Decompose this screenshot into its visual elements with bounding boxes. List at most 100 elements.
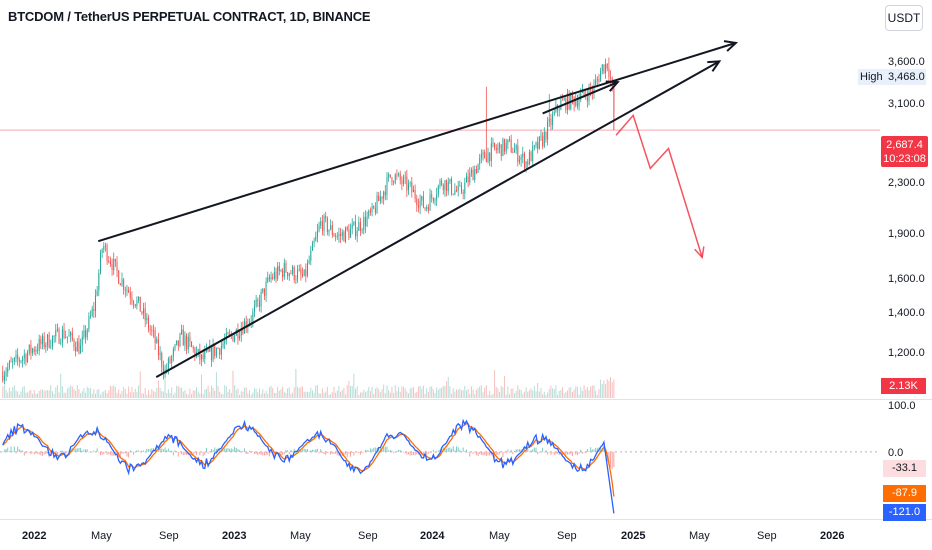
candle	[497, 142, 499, 154]
histogram-bar	[20, 450, 22, 452]
histogram-bar	[469, 451, 471, 457]
candle	[586, 89, 588, 108]
candle-body	[325, 215, 327, 219]
candle	[343, 230, 345, 242]
candle	[63, 322, 65, 340]
candle	[172, 346, 174, 362]
candle	[388, 172, 390, 182]
candle-body	[389, 174, 391, 178]
candle	[361, 227, 363, 234]
candle	[460, 182, 462, 195]
candle-body	[90, 315, 92, 317]
candle-body	[285, 263, 287, 273]
volume-bar	[369, 391, 371, 398]
candle-body	[333, 234, 335, 237]
volume-bar	[152, 391, 154, 398]
volume-bar	[187, 394, 189, 398]
candle-body	[316, 230, 318, 237]
candle-body	[336, 235, 338, 237]
candle-body	[416, 198, 418, 206]
candle	[399, 170, 401, 185]
candle-body	[441, 180, 443, 185]
candle	[104, 242, 106, 252]
candle	[383, 190, 385, 205]
volume-bar	[83, 388, 85, 398]
volume-bar	[325, 391, 327, 398]
candle-body	[220, 345, 222, 355]
histogram-bar	[403, 451, 405, 453]
candle-body	[505, 143, 507, 152]
volume-bar	[452, 388, 454, 398]
candle	[404, 171, 406, 185]
volume-bar	[290, 393, 292, 398]
candle	[336, 232, 338, 240]
price-axis-label: 3,100.0	[888, 98, 925, 110]
candle-body	[563, 98, 565, 100]
candle-body	[550, 118, 552, 126]
candle	[48, 331, 50, 349]
candle-body	[427, 206, 429, 211]
volume-bar	[51, 391, 53, 398]
candle	[475, 165, 477, 175]
candle-body	[421, 196, 423, 201]
volume-bar	[121, 391, 123, 398]
volume-bar	[7, 392, 9, 398]
candle-body	[490, 143, 492, 162]
volume-bar	[50, 385, 52, 398]
candle-body	[394, 174, 396, 183]
histogram-bar	[600, 447, 602, 452]
upper-trendline-arrow-head	[723, 40, 739, 52]
volume-bar	[229, 389, 231, 398]
candle-body	[76, 341, 78, 352]
candle-body	[189, 336, 191, 342]
histogram-bar	[66, 451, 68, 453]
histogram-bar	[596, 447, 598, 452]
candle-body	[111, 264, 113, 271]
histogram-bar	[515, 449, 517, 452]
candle	[128, 286, 130, 293]
histogram-bar	[326, 451, 328, 453]
histogram-bar	[167, 448, 169, 452]
currency-badge[interactable]: USDT	[885, 5, 923, 31]
candle	[258, 294, 260, 312]
candle	[282, 267, 284, 282]
volume-bar	[313, 392, 315, 398]
drawing-tools	[97, 40, 739, 378]
candle	[290, 270, 292, 275]
volume-bar	[593, 385, 595, 398]
candle-body	[290, 273, 292, 275]
candle-body	[187, 336, 189, 350]
projection-arrow-head	[694, 246, 705, 259]
histogram-bar	[361, 451, 363, 453]
candle	[533, 144, 535, 151]
candle-body	[12, 361, 14, 363]
candle-body	[351, 224, 353, 229]
volume-bar	[2, 386, 4, 398]
candle	[3, 370, 5, 385]
volume-bar	[429, 386, 431, 398]
volume-bar	[350, 385, 352, 398]
volume-bar	[474, 393, 476, 398]
candle	[605, 58, 607, 79]
candle	[578, 93, 580, 111]
candle-body	[510, 139, 512, 153]
histogram-bar	[321, 451, 323, 453]
candle-body	[205, 349, 207, 352]
histogram-bar	[290, 449, 292, 452]
volume-bar	[200, 374, 202, 398]
histogram-bar	[408, 451, 410, 455]
candle	[368, 209, 370, 220]
histogram-bar	[436, 451, 438, 453]
histogram-bar	[65, 451, 67, 454]
bar-countdown: 10:23:08	[883, 153, 926, 165]
volume-bar	[560, 389, 562, 398]
candle	[83, 324, 85, 340]
volume-bar	[608, 381, 610, 398]
candle	[459, 180, 461, 187]
candle	[351, 218, 353, 235]
candle-body	[439, 180, 441, 186]
histogram-bar	[333, 451, 335, 454]
histogram-bar	[447, 447, 449, 452]
volume-bar	[308, 392, 310, 398]
